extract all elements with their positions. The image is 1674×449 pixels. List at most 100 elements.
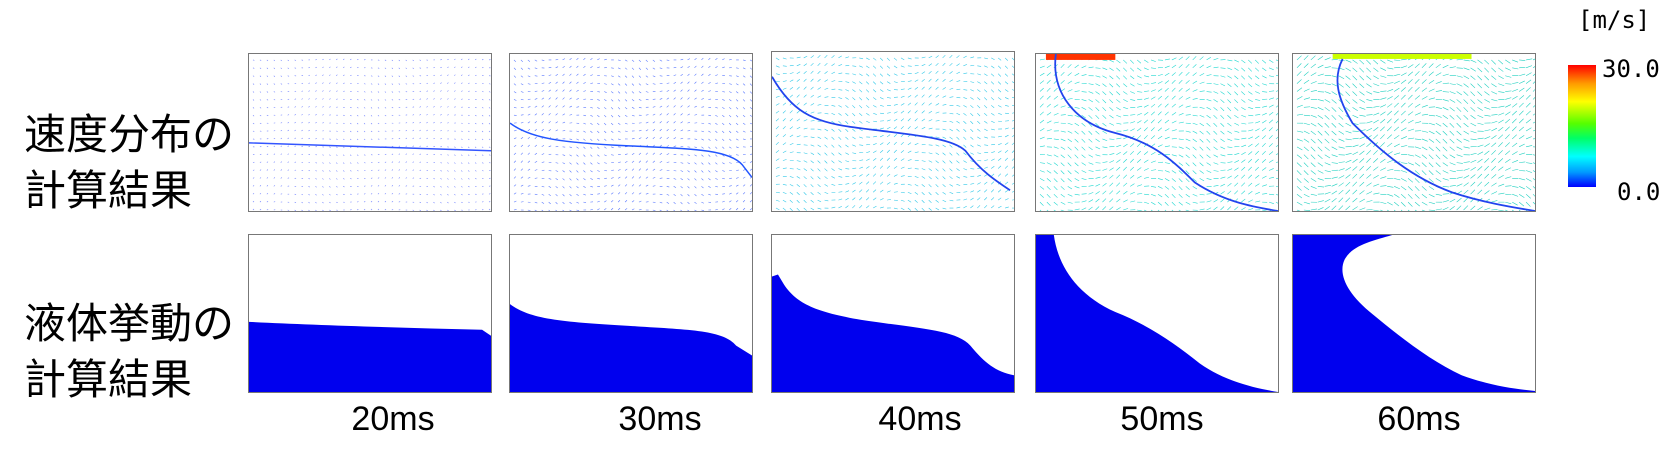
velocity-vector bbox=[447, 66, 449, 69]
velocity-vector bbox=[680, 73, 683, 76]
velocity-vector bbox=[252, 200, 255, 203]
velocity-vector bbox=[308, 129, 310, 132]
velocity-vector bbox=[859, 128, 863, 132]
velocity-vector bbox=[775, 103, 780, 106]
velocity-vector bbox=[1380, 134, 1385, 140]
velocity-vector bbox=[513, 209, 517, 211]
velocity-vector bbox=[447, 106, 449, 108]
velocity-vector bbox=[513, 184, 517, 187]
velocity-vector bbox=[1164, 193, 1169, 198]
velocity-vector bbox=[907, 126, 911, 130]
velocity-vector bbox=[824, 152, 828, 156]
velocity-vector bbox=[928, 184, 932, 188]
velocity-vector bbox=[301, 209, 303, 211]
velocity-vector bbox=[1039, 136, 1045, 140]
velocity-vector bbox=[1192, 193, 1198, 197]
velocity-vector bbox=[859, 113, 863, 117]
velocity-vector bbox=[1095, 99, 1100, 103]
velocity-vector bbox=[701, 81, 704, 84]
velocity-vector bbox=[419, 121, 421, 124]
velocity-vector bbox=[1123, 151, 1128, 155]
velocity-vector bbox=[831, 80, 836, 82]
velocity-vector bbox=[810, 168, 814, 172]
velocity-vector bbox=[597, 122, 600, 126]
velocity-vector bbox=[1067, 201, 1073, 204]
velocity-vector bbox=[419, 114, 421, 116]
velocity-vector bbox=[1185, 130, 1191, 133]
velocity-vector bbox=[921, 168, 926, 171]
velocity-vector bbox=[1144, 193, 1150, 196]
velocity-vector bbox=[259, 122, 262, 124]
velocity-vector bbox=[1463, 189, 1469, 195]
velocity-vector bbox=[350, 170, 352, 172]
velocity-vector bbox=[555, 129, 559, 132]
velocity-vector bbox=[1442, 178, 1449, 181]
velocity-vector bbox=[1192, 80, 1198, 84]
velocity-vector bbox=[687, 162, 691, 165]
velocity-vector bbox=[963, 198, 968, 201]
velocity-vector bbox=[715, 114, 718, 117]
velocity-vector bbox=[1393, 110, 1399, 116]
velocity-vector bbox=[1526, 145, 1533, 148]
velocity-vector bbox=[1477, 151, 1484, 155]
velocity-vector bbox=[984, 136, 988, 139]
velocity-vector bbox=[1477, 99, 1483, 104]
velocity-vector bbox=[1116, 182, 1121, 187]
velocity-vector bbox=[426, 129, 428, 132]
velocity-vector bbox=[991, 120, 995, 123]
velocity-vector bbox=[1234, 83, 1239, 88]
velocity-vector bbox=[1143, 209, 1147, 211]
velocity-vector bbox=[824, 96, 829, 98]
velocity-vector bbox=[617, 130, 621, 133]
velocity-vector bbox=[1387, 59, 1394, 63]
velocity-vector bbox=[576, 65, 579, 69]
velocity-vector bbox=[527, 75, 531, 78]
velocity-vector bbox=[1213, 146, 1218, 151]
velocity-vector bbox=[356, 58, 359, 61]
velocity-vector bbox=[287, 75, 290, 77]
velocity-vector bbox=[1171, 138, 1177, 140]
velocity-vector bbox=[742, 161, 746, 163]
velocity-vector bbox=[921, 143, 926, 146]
velocity-vector bbox=[1407, 71, 1414, 76]
velocity-vector bbox=[1171, 170, 1177, 174]
velocity-vector bbox=[886, 81, 891, 84]
velocity-vector bbox=[604, 130, 607, 134]
velocity-vector bbox=[356, 162, 359, 164]
velocity-vector bbox=[604, 107, 607, 110]
velocity-vector bbox=[1449, 154, 1456, 159]
velocity-vector bbox=[782, 65, 787, 67]
velocity-vector bbox=[977, 128, 981, 132]
velocity-vector bbox=[977, 105, 981, 109]
velocity-vector bbox=[638, 107, 642, 109]
velocity-vector bbox=[604, 162, 607, 164]
velocity-vector bbox=[1505, 104, 1511, 108]
velocity-vector bbox=[1352, 137, 1359, 140]
velocity-vector bbox=[1428, 138, 1435, 143]
velocity-vector bbox=[1401, 58, 1408, 61]
velocity-vector bbox=[1268, 135, 1273, 140]
velocity-vector bbox=[1366, 83, 1372, 88]
velocity-vector bbox=[1331, 91, 1338, 96]
velocity-vector bbox=[949, 96, 954, 98]
velocity-vector bbox=[715, 170, 718, 173]
velocity-vector bbox=[1387, 151, 1393, 155]
velocity-vector bbox=[722, 114, 725, 118]
velocity-vector bbox=[363, 122, 366, 125]
velocity-vector bbox=[673, 74, 677, 76]
velocity-vector bbox=[977, 144, 981, 147]
velocity-vector bbox=[928, 192, 932, 196]
velocity-vector bbox=[803, 55, 808, 59]
velocity-vector bbox=[1157, 135, 1163, 140]
velocity-vector bbox=[343, 130, 345, 133]
velocity-vector bbox=[1345, 197, 1351, 203]
velocity-vector bbox=[1248, 75, 1253, 80]
velocity-vector bbox=[467, 162, 470, 164]
velocity-vector bbox=[624, 130, 628, 132]
velocity-vector bbox=[1220, 91, 1225, 95]
velocity-vector bbox=[900, 103, 905, 106]
velocity-vector bbox=[555, 162, 559, 164]
velocity-vector bbox=[1067, 178, 1072, 182]
velocity-vector bbox=[1421, 113, 1429, 116]
velocity-vector bbox=[1004, 189, 1009, 193]
